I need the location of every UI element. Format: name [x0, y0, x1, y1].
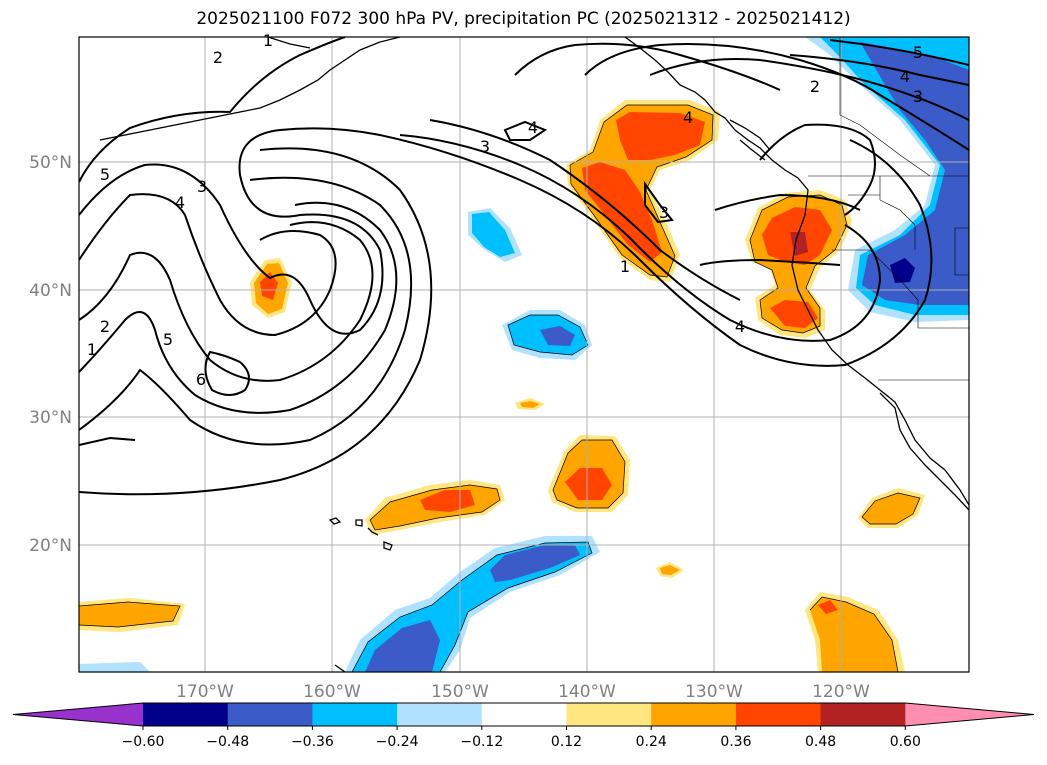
pv-label: 3: [913, 87, 923, 106]
latitude-labels: 50°N 40°N 30°N 20°N: [29, 153, 72, 556]
colorbar-segment: [312, 703, 398, 726]
colorbar-segment: [143, 703, 229, 726]
longitude-labels: 170°W 160°W 150°W 140°W 130°W 120°W: [176, 682, 870, 702]
precip-contour-fill: [490, 545, 580, 582]
graticule: [79, 37, 969, 672]
precip-negative-south: [79, 536, 600, 672]
precip-contour-fill: [660, 565, 680, 575]
precip-positive-23n: [365, 480, 505, 535]
pv-label: 3: [197, 177, 207, 196]
colorbar-label: 0.12: [551, 734, 582, 750]
precip-contour-fill: [420, 490, 475, 512]
lon-label: 150°W: [431, 682, 489, 702]
lat-label: 20°N: [29, 536, 72, 556]
precip-contour-fill: [540, 326, 575, 346]
colorbar-segment: [820, 703, 906, 726]
colorbar-label: 0.24: [636, 734, 667, 750]
borders: [808, 37, 969, 381]
precip-contour-fill: [565, 468, 612, 500]
precip-positive-25n: [548, 435, 630, 512]
lon-label: 140°W: [558, 682, 616, 702]
lon-label: 120°W: [812, 682, 870, 702]
precip-outlines: [79, 104, 921, 672]
lat-label: 30°N: [29, 408, 72, 428]
precip-contour-fill: [582, 162, 662, 262]
colorbar-segment: [735, 703, 822, 726]
precip-negative-45n: [468, 208, 522, 262]
colorbar-segment: [566, 703, 652, 726]
pv-label: 1: [263, 31, 273, 50]
pv-label: 4: [175, 193, 185, 212]
pv-label: 5: [913, 43, 923, 62]
lat-label: 40°N: [29, 281, 72, 301]
colorbar-extend-min: [13, 703, 143, 726]
precip-contour-fill: [890, 258, 915, 283]
colorbar-label: −0.12: [460, 734, 503, 750]
precip-contour-fill: [260, 272, 278, 300]
colorbar-segment: [227, 703, 313, 726]
colorbar-segment: [397, 703, 483, 726]
precip-contour-fill: [520, 401, 540, 408]
pv-contours: [79, 37, 969, 496]
colorbar-label: −0.24: [376, 734, 419, 750]
pv-label: 3: [480, 137, 490, 156]
precip-contour-fill: [472, 212, 515, 257]
pv-label: 4: [900, 67, 910, 86]
pv-label: 2: [100, 317, 110, 336]
colorbar-segment: [481, 703, 567, 726]
pv-label: 1: [620, 257, 630, 276]
lon-label: 130°W: [685, 682, 743, 702]
colorbar-extend-max: [905, 703, 1034, 726]
figure-title: 2025021100 F072 300 hPa PV, precipitatio…: [196, 9, 851, 29]
precip-contour-fill: [79, 602, 180, 627]
pv-label: 5: [100, 165, 110, 184]
precip-contour-fill: [79, 662, 150, 672]
pv-label: 4: [683, 108, 693, 127]
pv-label: 5: [163, 330, 173, 349]
precip-positive-gulf: [566, 100, 720, 282]
lon-label: 160°W: [303, 682, 361, 702]
precip-contour-fill: [810, 597, 898, 672]
map-frame: [78, 36, 970, 673]
pv-label: 3: [659, 203, 669, 222]
pv-label: 4: [528, 118, 538, 137]
precip-shading: [79, 37, 969, 672]
colorbar-label: 0.60: [890, 734, 921, 750]
pv-label: 6: [196, 370, 206, 389]
colorbar-label: 0.36: [720, 734, 751, 750]
pv-label: 1: [87, 340, 97, 359]
coastlines: [99, 37, 969, 672]
precip-contour-fill: [616, 112, 705, 160]
lat-label: 50°N: [29, 153, 72, 173]
lon-label: 170°W: [176, 682, 234, 702]
precip-contour-fill: [365, 620, 440, 672]
colorbar-label: 0.48: [805, 734, 836, 750]
pv-label: 4: [735, 317, 745, 336]
precip-contour-fill: [818, 600, 838, 614]
colorbar-label: −0.36: [291, 734, 334, 750]
colorbar-label: −0.60: [122, 734, 165, 750]
pv-contour-labels: 1 2 5 4 3 4 3 4 3 1 4 5 4 3 2 2 1 5 6: [87, 31, 923, 389]
colorbar: −0.60 −0.48 −0.36 −0.24 −0.12 0.12 0.24 0.36 0.4…: [12, 702, 1035, 750]
pv-label: 2: [213, 48, 223, 67]
colorbar-segment: [651, 703, 737, 726]
pv-label: 2: [810, 77, 820, 96]
precip-positive-40n: [250, 258, 292, 318]
colorbar-label: −0.48: [206, 734, 249, 750]
